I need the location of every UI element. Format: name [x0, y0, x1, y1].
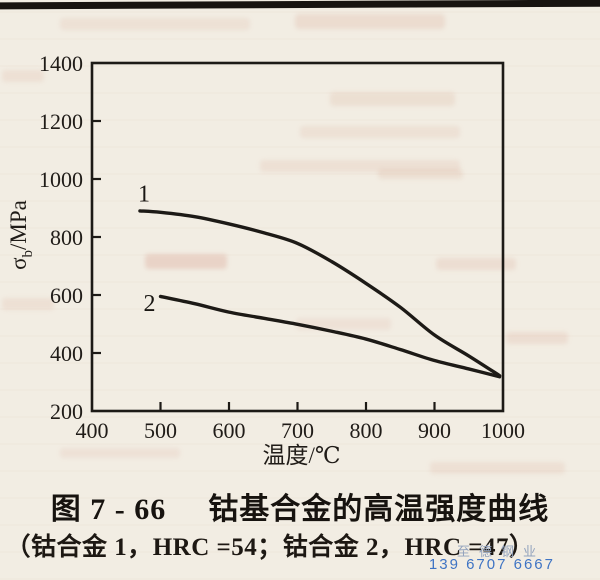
y-tick-label: 400	[50, 341, 83, 366]
figure-number: 图 7 - 66	[50, 493, 167, 526]
x-tick-label: 800	[350, 418, 383, 443]
y-tick-label: 200	[50, 399, 83, 424]
x-axis-title: 温度/℃	[262, 443, 340, 468]
figure-subcaption: （钴合金 1，HRC =54；钴合金 2，HRC =47）	[5, 534, 535, 561]
y-axis-title: σb/MPa	[6, 200, 36, 270]
x-tick-label: 600	[213, 418, 246, 443]
y-tick-label: 800	[50, 225, 83, 250]
plot-border	[90, 61, 505, 413]
y-tick-label: 600	[50, 283, 83, 308]
y-tick-label: 1000	[39, 167, 83, 192]
watermark-company: 至德钢业	[456, 544, 545, 559]
curve-label-2: 2	[144, 291, 156, 317]
x-tick-label: 500	[144, 418, 177, 443]
y-tick-label: 1200	[39, 109, 83, 134]
x-tick-label: 900	[418, 418, 451, 443]
watermark-phone: 139 6707 6667	[428, 556, 555, 573]
x-tick-label: 700	[281, 418, 314, 443]
x-tick-label: 1000	[481, 418, 525, 443]
strength-curve-chart: 400 500 600 700 800 900 1000200400600800100012…	[6, 51, 525, 468]
figure-title: 钴基合金的高温强度曲线	[208, 493, 550, 526]
curve-1	[138, 209, 502, 378]
curve-label-1: 1	[138, 182, 150, 208]
y-tick-label: 1400	[39, 51, 83, 76]
figure-caption: 图 7 - 66 钴基合金的高温强度曲线	[20, 484, 580, 528]
curve-2	[158, 294, 502, 379]
x-tick-label: 400	[76, 418, 109, 443]
